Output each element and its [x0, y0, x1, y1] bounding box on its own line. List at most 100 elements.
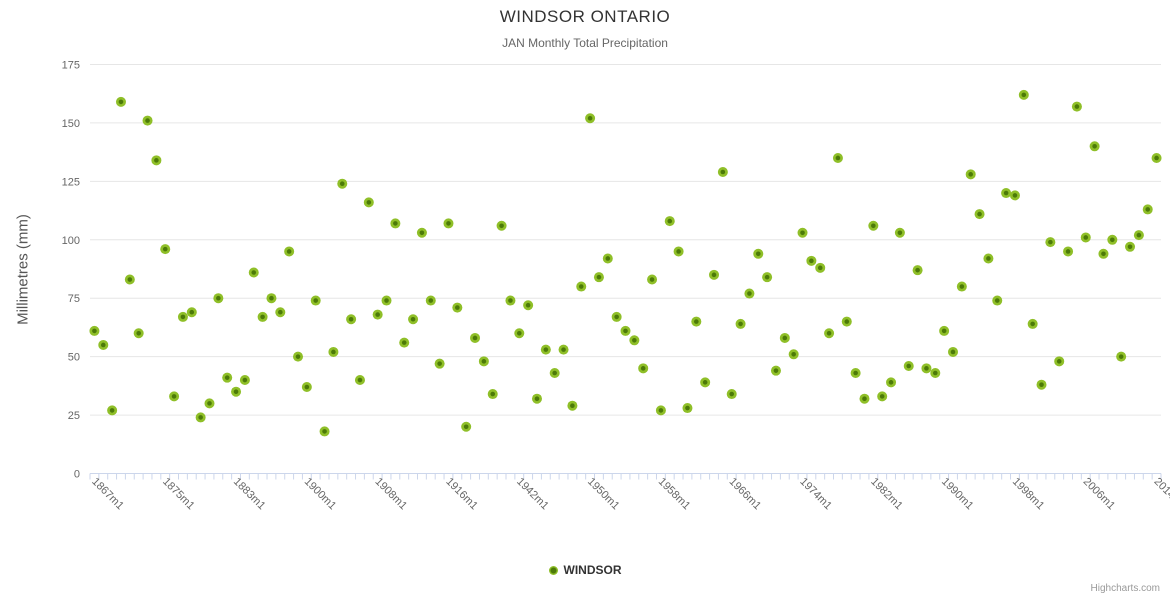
- data-point-core: [428, 298, 434, 303]
- data-point-core: [171, 394, 177, 399]
- data-point-core: [1056, 359, 1062, 364]
- data-point-core: [755, 251, 761, 257]
- data-point-core: [667, 218, 673, 224]
- data-point-core: [897, 230, 903, 236]
- y-axis-tick-label: 25: [68, 410, 80, 422]
- series-marker-icon: [548, 565, 558, 575]
- data-point-core: [1012, 193, 1018, 198]
- data-point-core: [463, 424, 469, 430]
- data-point-core: [1048, 239, 1053, 245]
- data-point-core: [729, 391, 735, 397]
- data-point-core: [782, 335, 788, 341]
- data-point-core: [702, 380, 708, 385]
- data-point-core: [800, 230, 805, 236]
- data-point-core: [809, 258, 814, 264]
- data-point-core: [260, 314, 265, 320]
- legend-item-windsor[interactable]: WINDSOR: [0, 563, 1170, 577]
- data-point-core: [578, 284, 584, 289]
- data-point-core: [516, 330, 522, 336]
- data-point-core: [720, 169, 726, 175]
- data-point-core: [994, 298, 1000, 303]
- x-axis-tick-label: 1942m1: [514, 476, 551, 513]
- data-point-core: [393, 221, 398, 226]
- data-point-core: [304, 384, 310, 390]
- data-point-core: [269, 295, 274, 301]
- data-point-core: [623, 328, 628, 334]
- data-point-core: [136, 330, 141, 336]
- data-point-core: [242, 377, 248, 383]
- data-point-core: [118, 99, 124, 105]
- data-point-core: [844, 319, 850, 324]
- data-point-core: [189, 309, 195, 315]
- data-point-core: [348, 316, 354, 322]
- data-point-core: [596, 274, 602, 280]
- data-point-core: [109, 408, 115, 413]
- data-point-core: [871, 223, 876, 229]
- data-point-core: [180, 314, 186, 320]
- data-point-core: [1003, 190, 1009, 196]
- data-point-core: [1101, 251, 1106, 257]
- data-point-core: [1065, 249, 1071, 254]
- y-axis-tick-label: 125: [62, 176, 80, 188]
- data-point-core: [278, 309, 283, 315]
- data-point-core: [649, 277, 655, 282]
- x-axis-tick-label: 2014m1: [1151, 476, 1170, 513]
- x-axis-tick-label: 1875m1: [160, 476, 197, 513]
- data-point-core: [472, 335, 478, 341]
- data-point-core: [932, 370, 938, 376]
- x-axis-tick-label: 1883m1: [231, 476, 268, 513]
- x-axis-tick-label: 1990m1: [939, 476, 976, 513]
- data-point-core: [986, 256, 991, 261]
- data-point-core: [339, 181, 345, 186]
- data-point-core: [1145, 207, 1151, 212]
- data-point-core: [879, 394, 885, 399]
- data-point-core: [100, 342, 106, 348]
- data-point-core: [1110, 237, 1115, 243]
- x-axis-tick-label: 1908m1: [373, 476, 410, 513]
- data-point-core: [92, 328, 97, 334]
- x-axis-tick-label: 1867m1: [89, 476, 126, 513]
- data-point-core: [888, 380, 894, 385]
- data-point-core: [1092, 144, 1097, 149]
- data-point-core: [1136, 232, 1142, 238]
- data-point-core: [694, 319, 699, 324]
- x-axis-tick-label: 2006m1: [1081, 476, 1118, 513]
- data-point-core: [207, 401, 212, 406]
- data-point-core: [1030, 321, 1035, 327]
- data-point-core: [685, 405, 690, 411]
- data-point-core: [224, 375, 230, 380]
- data-point-core: [941, 328, 947, 334]
- chart-title: WINDSOR ONTARIO: [499, 7, 671, 26]
- data-point-core: [384, 298, 389, 303]
- data-point-core: [658, 408, 664, 413]
- data-point-core: [817, 265, 823, 271]
- data-point-core: [773, 368, 779, 373]
- x-axis-tick-label: 1966m1: [727, 476, 764, 513]
- data-point-core: [490, 391, 496, 397]
- data-point-core: [1021, 92, 1027, 98]
- data-point-core: [1118, 354, 1124, 359]
- data-point-core: [826, 330, 832, 336]
- highcharts-credit-link[interactable]: Highcharts.com: [1090, 583, 1160, 594]
- x-axis-tick-label: 1998m1: [1010, 476, 1047, 513]
- data-point-core: [632, 337, 637, 343]
- data-point-core: [711, 272, 717, 278]
- data-point-core: [676, 249, 681, 254]
- data-point-core: [357, 377, 363, 383]
- data-point-core: [570, 403, 575, 409]
- data-point-core: [764, 274, 770, 280]
- data-point-core: [835, 155, 841, 161]
- x-axis-tick-label: 1900m1: [302, 476, 339, 513]
- y-axis-tick-label: 0: [74, 469, 80, 481]
- data-point-core: [322, 429, 327, 434]
- data-point-core: [286, 249, 292, 254]
- data-point-core: [198, 415, 203, 420]
- data-point-core: [543, 347, 549, 352]
- data-point-core: [959, 284, 965, 289]
- data-point-core: [791, 352, 796, 357]
- data-point-core: [977, 211, 982, 217]
- data-point-core: [924, 366, 929, 371]
- data-point-core: [853, 370, 858, 376]
- data-point-core: [410, 316, 416, 322]
- data-point-core: [525, 302, 531, 308]
